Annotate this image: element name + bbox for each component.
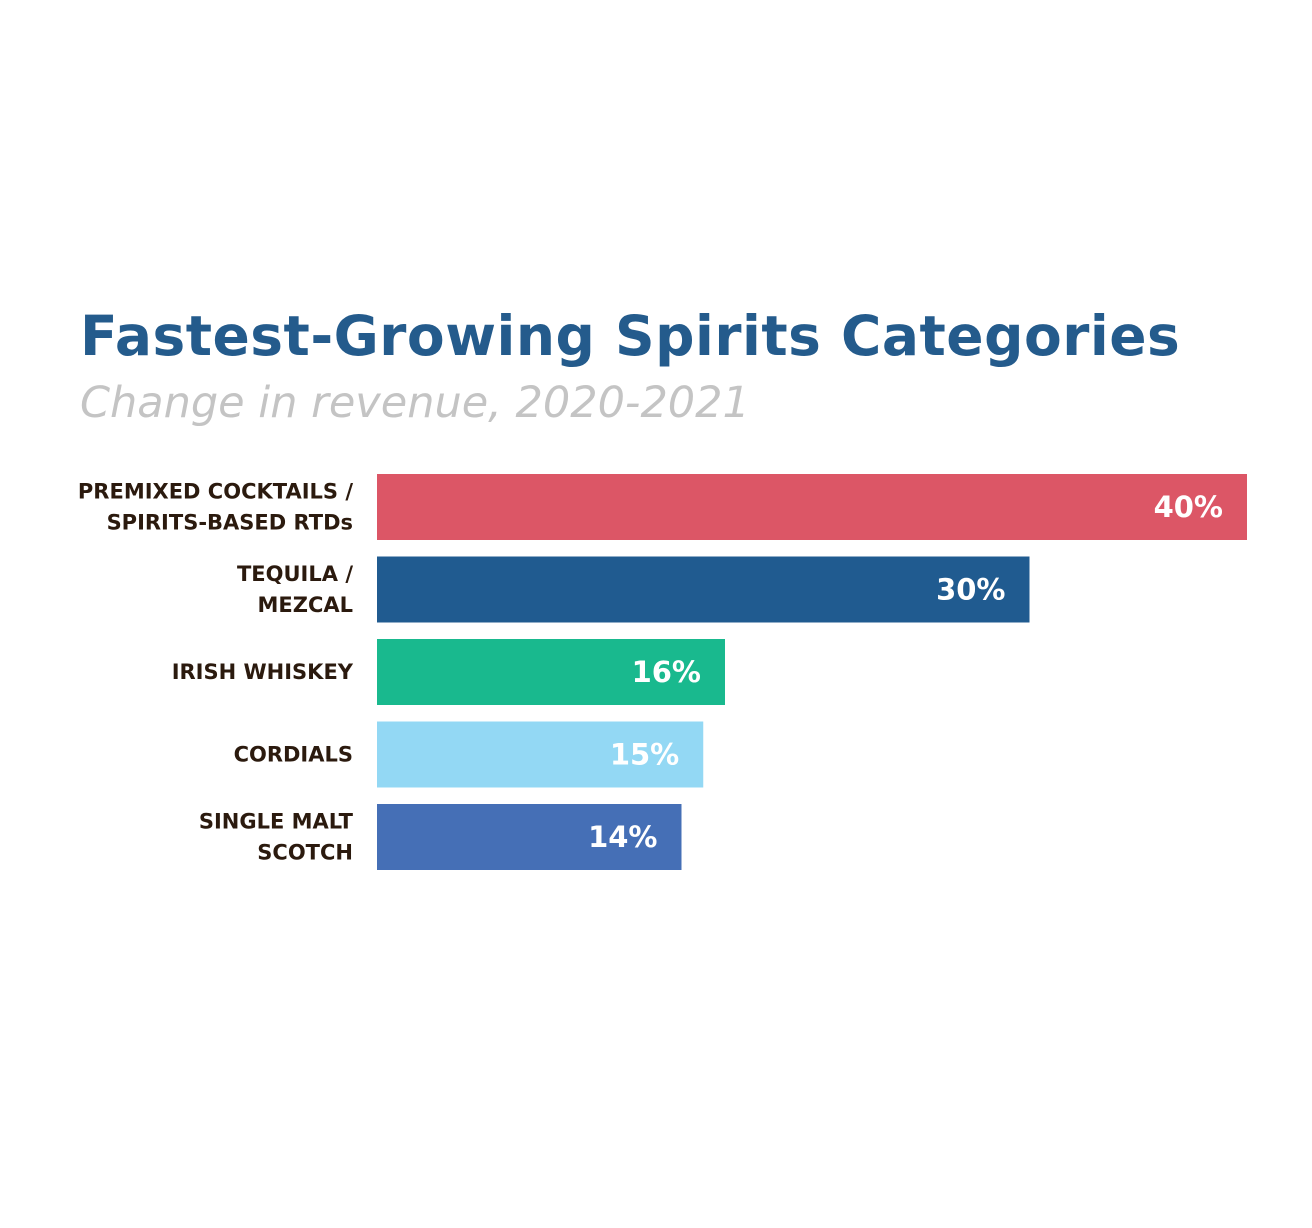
chart-subtitle: Change in revenue, 2020-2021	[80, 378, 750, 428]
category-label-2-line-1: TEQUILA /	[237, 562, 353, 586]
bar-value-label-4: 15%	[610, 738, 679, 772]
chart-title: Fastest-Growing Spirits Categories	[80, 304, 1181, 368]
category-label-4-line-1: CORDIALS	[234, 743, 353, 767]
bar-value-label-2: 30%	[936, 573, 1005, 607]
bar-value-label-3: 16%	[632, 655, 701, 689]
category-label-1-line-1: PREMIXED COCKTAILS /	[78, 480, 353, 504]
bars-layer: 40% PREMIXED COCKTAILS / SPIRITS-BASED RTD…	[78, 474, 1247, 870]
category-label-2-line-2: MEZCAL	[257, 593, 353, 617]
bar-4	[377, 721, 704, 788]
bar-value-label-1: 40%	[1154, 490, 1223, 524]
bar-5	[377, 804, 682, 870]
bar-2	[377, 556, 1030, 623]
category-label-5-line-2: SCOTCH	[257, 841, 353, 865]
category-label-3-line-1: IRISH WHISKEY	[172, 660, 354, 684]
category-label-5-line-1: SINGLE MALT	[199, 810, 354, 834]
bar-3	[377, 639, 725, 705]
category-label-1-line-2: SPIRITS-BASED RTDs	[107, 511, 353, 535]
bar-1	[377, 474, 1247, 540]
bar-value-label-5: 14%	[588, 820, 657, 854]
